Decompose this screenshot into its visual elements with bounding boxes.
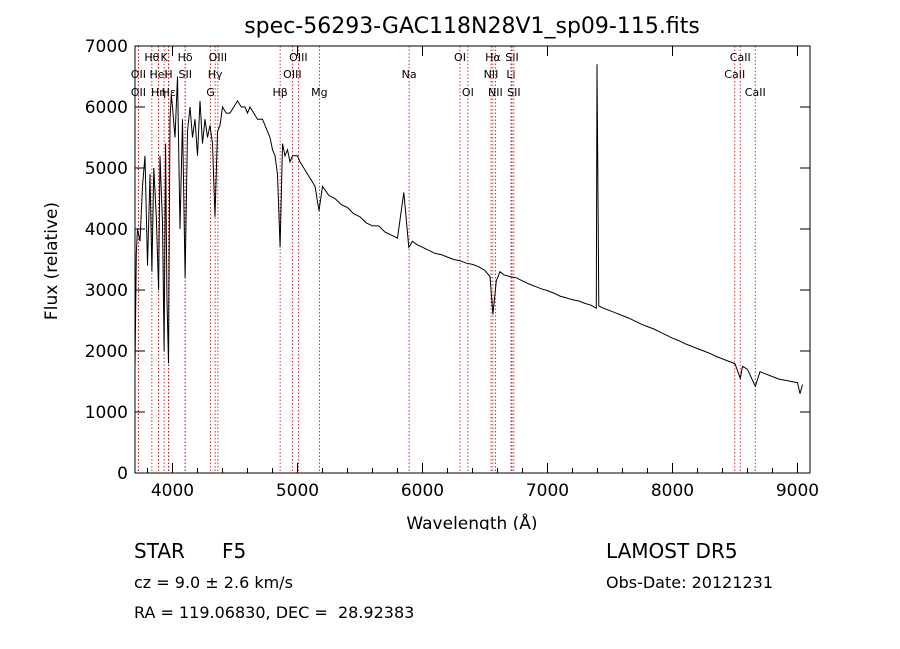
line-marker-label: K bbox=[161, 51, 169, 64]
line-marker-label: SII bbox=[505, 51, 518, 64]
y-tick-label: 3000 bbox=[85, 281, 128, 301]
line-marker-label: Hα bbox=[485, 51, 501, 64]
line-marker-label: Hβ bbox=[272, 86, 287, 99]
line-marker-label: Li bbox=[506, 68, 515, 81]
x-tick-label: 5000 bbox=[276, 481, 319, 501]
line-marker-label: Hγ bbox=[208, 68, 223, 81]
line-marker-label: OI bbox=[454, 51, 466, 64]
x-tick-label: 6000 bbox=[401, 481, 444, 501]
line-marker-label: G bbox=[206, 86, 215, 99]
line-marker-label: Hη bbox=[151, 86, 166, 99]
survey-name: LAMOST DR5 bbox=[606, 539, 738, 563]
x-tick-label: 9000 bbox=[776, 481, 819, 501]
x-tick-label: 4000 bbox=[151, 481, 194, 501]
y-tick-label: 6000 bbox=[85, 98, 128, 118]
y-tick-label: 4000 bbox=[85, 220, 128, 240]
y-tick-label: 7000 bbox=[85, 37, 128, 57]
line-marker-label: NII bbox=[484, 68, 499, 81]
y-tick-label: 1000 bbox=[85, 403, 128, 423]
line-marker-label: OII bbox=[131, 86, 146, 99]
coordinates: RA = 119.06830, DEC = 28.92383 bbox=[134, 603, 415, 622]
obs-date: Obs-Date: 20121231 bbox=[606, 573, 774, 592]
line-marker-label: CaII bbox=[724, 68, 745, 81]
line-marker-label: CaII bbox=[730, 51, 751, 64]
line-marker-label: Na bbox=[402, 68, 417, 81]
line-marker-label: OIII bbox=[209, 51, 227, 64]
spectrum-line bbox=[134, 64, 803, 394]
spectrum-chart: spec-56293-GAC118N28V1_sp09-115.fits Flu… bbox=[42, 14, 819, 530]
line-marker-label: Hθ bbox=[144, 51, 159, 64]
line-markers: OIIOIIHθHeIHηKHHεHδSIIGHγOIIIHβOIIIOIIIM… bbox=[131, 46, 766, 473]
spectral-subclass: F5 bbox=[222, 539, 247, 563]
chart-title: spec-56293-GAC118N28V1_sp09-115.fits bbox=[244, 14, 700, 39]
line-marker-label: Mg bbox=[311, 86, 327, 99]
line-marker-label: OIII bbox=[283, 68, 301, 81]
y-tick-label: 5000 bbox=[85, 159, 128, 179]
line-marker-label: OI bbox=[462, 86, 474, 99]
line-marker-label: OIII bbox=[289, 51, 307, 64]
line-marker-label: CaII bbox=[745, 86, 766, 99]
line-marker-label: NII bbox=[488, 86, 503, 99]
line-marker-label: SII bbox=[179, 68, 192, 81]
axis-ticks: 4000 5000 6000 7000 8000 9000 0 1000 2000 3000 400… bbox=[85, 37, 819, 501]
x-tick-label: 8000 bbox=[651, 481, 694, 501]
line-marker-label: Hε bbox=[162, 86, 176, 99]
x-axis-label: Wavelength (Å) bbox=[406, 512, 537, 530]
object-type: STAR bbox=[134, 539, 185, 563]
redshift-text: cz = 9.0 ± 2.6 km/s bbox=[134, 573, 293, 592]
x-tick-label: 7000 bbox=[526, 481, 569, 501]
y-axis-label: Flux (relative) bbox=[42, 202, 62, 320]
plot-frame bbox=[134, 45, 811, 474]
spectrum-series bbox=[134, 64, 803, 394]
y-tick-label: 0 bbox=[117, 464, 128, 484]
line-marker-label: SII bbox=[507, 86, 520, 99]
y-tick-label: 2000 bbox=[85, 342, 128, 362]
